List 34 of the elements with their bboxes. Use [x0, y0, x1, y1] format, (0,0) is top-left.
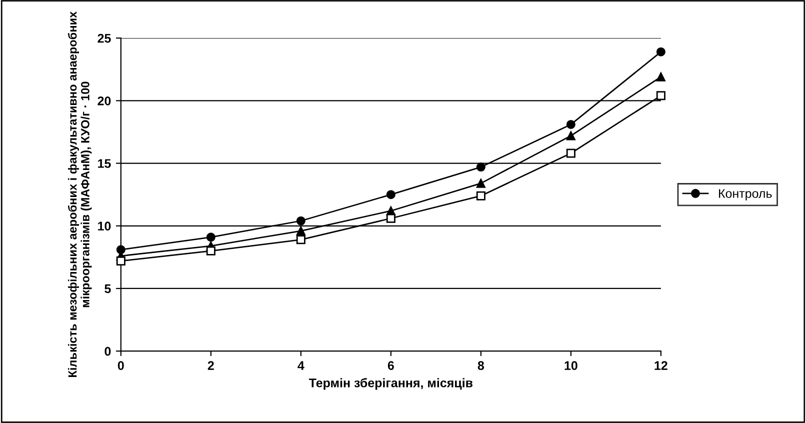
point	[386, 214, 396, 223]
y-tick-label: 10	[98, 222, 111, 231]
point	[656, 91, 666, 100]
point	[386, 190, 396, 200]
point	[476, 162, 486, 172]
x-tick-label: 4	[298, 361, 304, 370]
x-tick-label: 2	[208, 361, 214, 370]
x-tick-label: 6	[388, 361, 394, 370]
point	[476, 191, 486, 200]
point	[206, 232, 216, 242]
y-tick-label: 5	[104, 284, 111, 294]
point	[116, 256, 126, 266]
y-tick-label: 0	[104, 346, 111, 356]
point	[656, 47, 666, 56]
y-axis-title: Кількість мезофільних аеробних і факультативно анаеробних мікроорганізмів (МАФАнМ), КУО/г · 100	[68, 11, 92, 377]
x-tick-label: 0	[118, 361, 124, 370]
x-tick-label: 12	[654, 361, 668, 370]
legend-label: Контроль	[718, 189, 772, 200]
point	[476, 178, 486, 188]
point	[296, 216, 306, 226]
point	[296, 226, 306, 236]
point	[206, 246, 216, 256]
point	[116, 245, 126, 254]
point	[566, 148, 576, 158]
y-tick-label: 15	[98, 159, 111, 168]
y-tick-label: 25	[98, 34, 111, 43]
y-tick-label: 20	[98, 96, 111, 106]
point	[566, 131, 576, 140]
point	[296, 235, 306, 244]
x-tick-label: 10	[564, 361, 578, 370]
x-tick-label: 8	[478, 361, 484, 370]
x-axis-title: Термін зберігання, місяців	[308, 378, 473, 390]
point	[566, 120, 576, 129]
point	[656, 72, 666, 82]
